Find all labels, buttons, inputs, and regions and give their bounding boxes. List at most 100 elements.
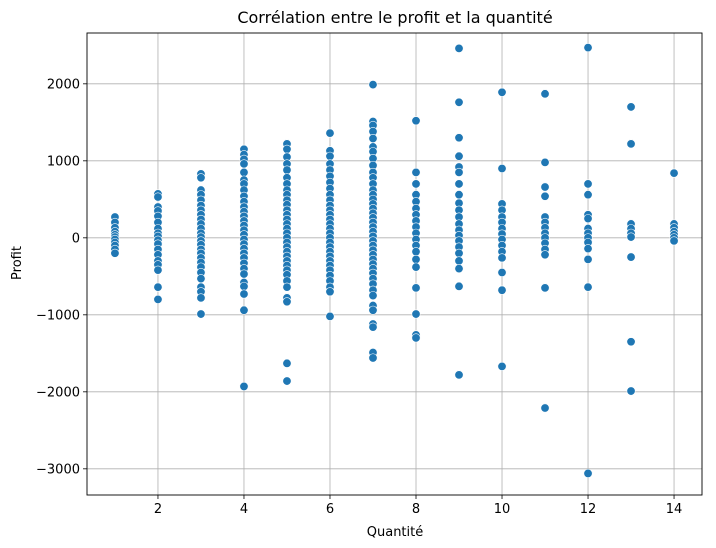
data-point bbox=[239, 381, 249, 391]
data-point bbox=[583, 190, 593, 200]
data-point bbox=[368, 353, 378, 363]
data-point bbox=[454, 43, 464, 53]
data-point bbox=[454, 167, 464, 177]
y-tick-label: −1000 bbox=[36, 308, 80, 323]
data-point bbox=[497, 164, 507, 174]
y-tick-label: 2000 bbox=[47, 77, 80, 92]
data-point bbox=[411, 283, 421, 293]
data-point bbox=[282, 282, 292, 292]
data-point bbox=[282, 297, 292, 307]
data-point bbox=[153, 265, 163, 275]
data-point bbox=[669, 168, 679, 178]
data-point bbox=[583, 43, 593, 53]
x-tick-label: 6 bbox=[326, 502, 334, 517]
data-point bbox=[411, 247, 421, 257]
data-point bbox=[411, 262, 421, 272]
x-tick-label: 10 bbox=[494, 502, 511, 517]
data-point bbox=[497, 253, 507, 263]
data-point bbox=[626, 102, 636, 112]
data-point bbox=[540, 283, 550, 293]
x-tick-label: 12 bbox=[580, 502, 597, 517]
data-point bbox=[153, 192, 163, 202]
data-point bbox=[583, 179, 593, 189]
data-point bbox=[239, 305, 249, 315]
y-tick-label: −2000 bbox=[36, 385, 80, 400]
data-point bbox=[325, 128, 335, 138]
chart-title: Corrélation entre le profit et la quanti… bbox=[237, 8, 552, 27]
data-point bbox=[368, 305, 378, 315]
data-point bbox=[669, 236, 679, 246]
data-point bbox=[540, 250, 550, 260]
data-point bbox=[196, 293, 206, 303]
x-axis-label: Quantité bbox=[367, 525, 423, 540]
data-point bbox=[454, 151, 464, 161]
data-point bbox=[411, 179, 421, 189]
data-point bbox=[497, 87, 507, 97]
y-axis-ticks: −3000 −2000 −1000 0 1000 2000 bbox=[36, 77, 87, 477]
plot-frame bbox=[86, 32, 703, 496]
data-points bbox=[110, 43, 679, 478]
data-point bbox=[583, 468, 593, 478]
data-point bbox=[454, 264, 464, 274]
data-point bbox=[239, 289, 249, 299]
data-point bbox=[368, 291, 378, 301]
data-point bbox=[626, 232, 636, 242]
data-point bbox=[497, 285, 507, 295]
x-tick-label: 8 bbox=[412, 502, 420, 517]
grid bbox=[87, 33, 702, 495]
data-point bbox=[325, 151, 335, 161]
x-axis-ticks: 2 4 6 8 10 12 14 bbox=[154, 495, 682, 517]
data-point bbox=[454, 97, 464, 107]
data-point bbox=[282, 144, 292, 154]
data-point bbox=[540, 89, 550, 99]
data-point bbox=[583, 282, 593, 292]
y-tick-label: 1000 bbox=[47, 154, 80, 169]
data-point bbox=[583, 214, 593, 224]
data-point bbox=[239, 159, 249, 169]
data-point bbox=[196, 309, 206, 319]
data-point bbox=[583, 254, 593, 264]
data-point bbox=[325, 311, 335, 321]
data-point bbox=[454, 256, 464, 266]
y-tick-label: −3000 bbox=[36, 462, 80, 477]
x-tick-label: 2 bbox=[154, 502, 162, 517]
data-point bbox=[411, 309, 421, 319]
y-axis-label: Profit bbox=[10, 246, 25, 280]
y-tick-label: 0 bbox=[72, 231, 80, 246]
data-point bbox=[110, 248, 120, 258]
data-point bbox=[368, 80, 378, 90]
data-point bbox=[540, 182, 550, 192]
data-point bbox=[540, 157, 550, 167]
data-point bbox=[454, 179, 464, 189]
data-point bbox=[368, 322, 378, 332]
data-point bbox=[196, 274, 206, 284]
data-point bbox=[282, 376, 292, 386]
x-tick-label: 14 bbox=[666, 502, 683, 517]
data-point bbox=[626, 337, 636, 347]
data-point bbox=[454, 190, 464, 200]
data-point bbox=[153, 294, 163, 304]
data-point bbox=[411, 333, 421, 343]
data-point bbox=[153, 282, 163, 292]
data-point bbox=[454, 281, 464, 291]
data-point bbox=[626, 386, 636, 396]
data-point bbox=[454, 370, 464, 380]
data-point bbox=[282, 165, 292, 175]
data-point bbox=[368, 133, 378, 143]
x-tick-label: 4 bbox=[240, 502, 248, 517]
data-point bbox=[540, 403, 550, 413]
data-point bbox=[626, 139, 636, 149]
data-point bbox=[239, 281, 249, 291]
data-point bbox=[583, 244, 593, 254]
data-point bbox=[239, 167, 249, 177]
data-point bbox=[454, 248, 464, 258]
data-point bbox=[325, 287, 335, 297]
data-point bbox=[282, 358, 292, 368]
data-point bbox=[540, 191, 550, 201]
data-point bbox=[411, 254, 421, 264]
data-point bbox=[411, 167, 421, 177]
data-point bbox=[497, 361, 507, 371]
